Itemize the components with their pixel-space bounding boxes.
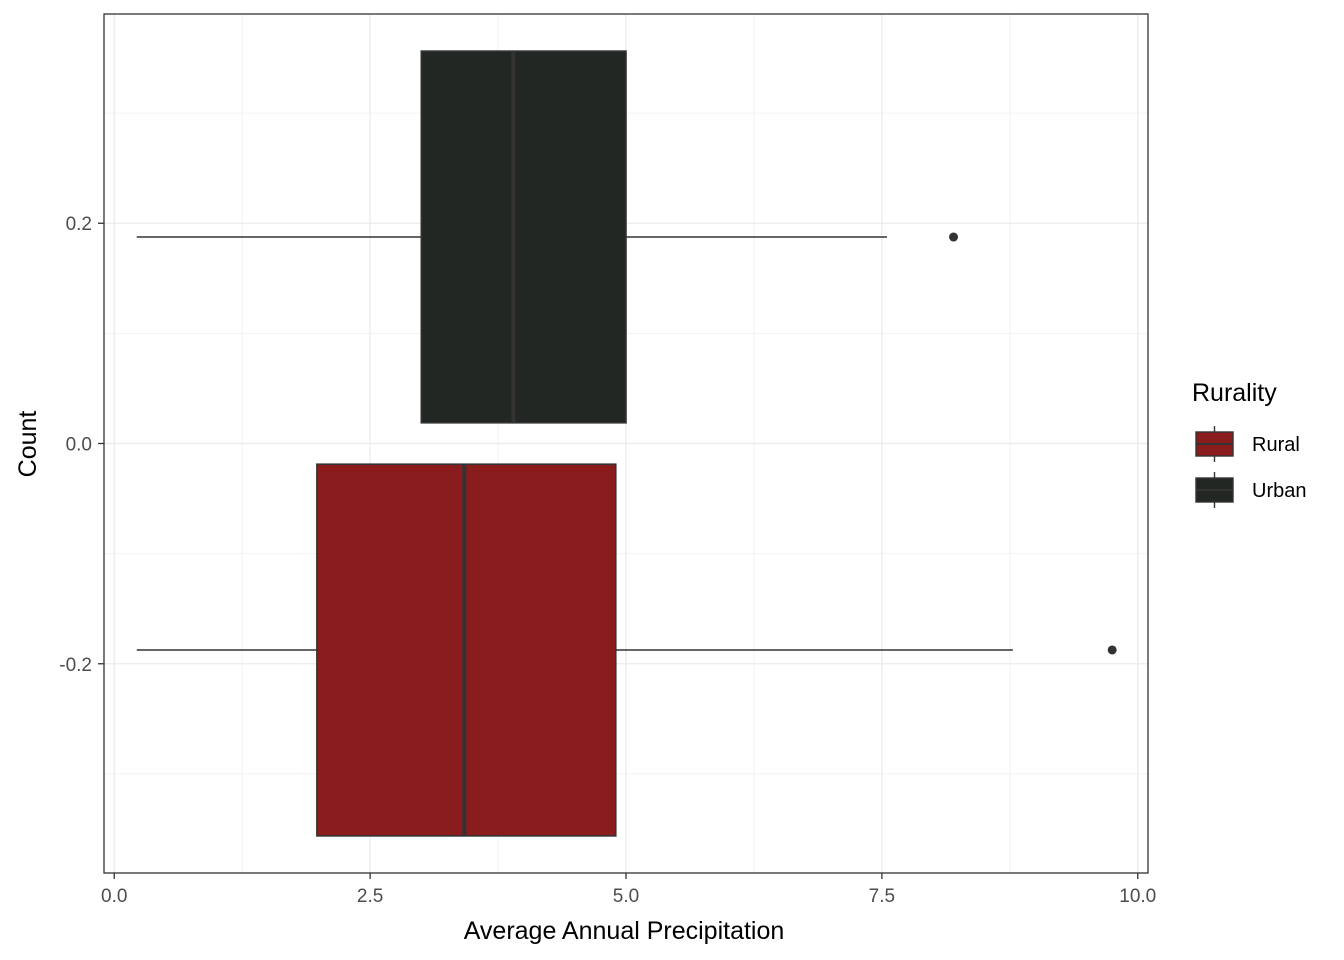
x-tick-label: 0.0 (101, 886, 127, 907)
x-tick-label: 5.0 (613, 886, 639, 907)
y-tick-label: 0.0 (66, 435, 92, 456)
y-tick-label: -0.2 (59, 655, 92, 676)
x-tick-label: 7.5 (869, 886, 895, 907)
x-tick-label: 2.5 (357, 886, 383, 907)
legend-label-urban: Urban (1252, 480, 1306, 502)
iqr-box-urban (420, 50, 627, 424)
legend: Rurality Rural Urban (1192, 379, 1306, 508)
x-axis-ticks: 0.0 2.5 5.0 7.5 10.0 (101, 873, 1156, 907)
x-tick-label: 10.0 (1119, 886, 1156, 907)
legend-label-rural: Rural (1252, 434, 1300, 456)
y-tick-label: 0.2 (66, 214, 92, 235)
outlier-point-rural (1107, 645, 1117, 655)
y-axis-title: Count (14, 411, 42, 478)
box-series (136, 50, 1117, 837)
outlier-point-urban (949, 232, 959, 242)
x-axis-title: Average Annual Precipitation (464, 917, 785, 945)
box-rural (136, 463, 1117, 837)
legend-title: Rurality (1192, 379, 1277, 407)
y-axis-ticks: 0.2 0.0 -0.2 (59, 214, 104, 676)
legend-item-rural: Rural (1195, 426, 1300, 462)
box-urban (136, 50, 959, 424)
iqr-box-rural (316, 463, 617, 837)
legend-item-urban: Urban (1195, 472, 1306, 508)
